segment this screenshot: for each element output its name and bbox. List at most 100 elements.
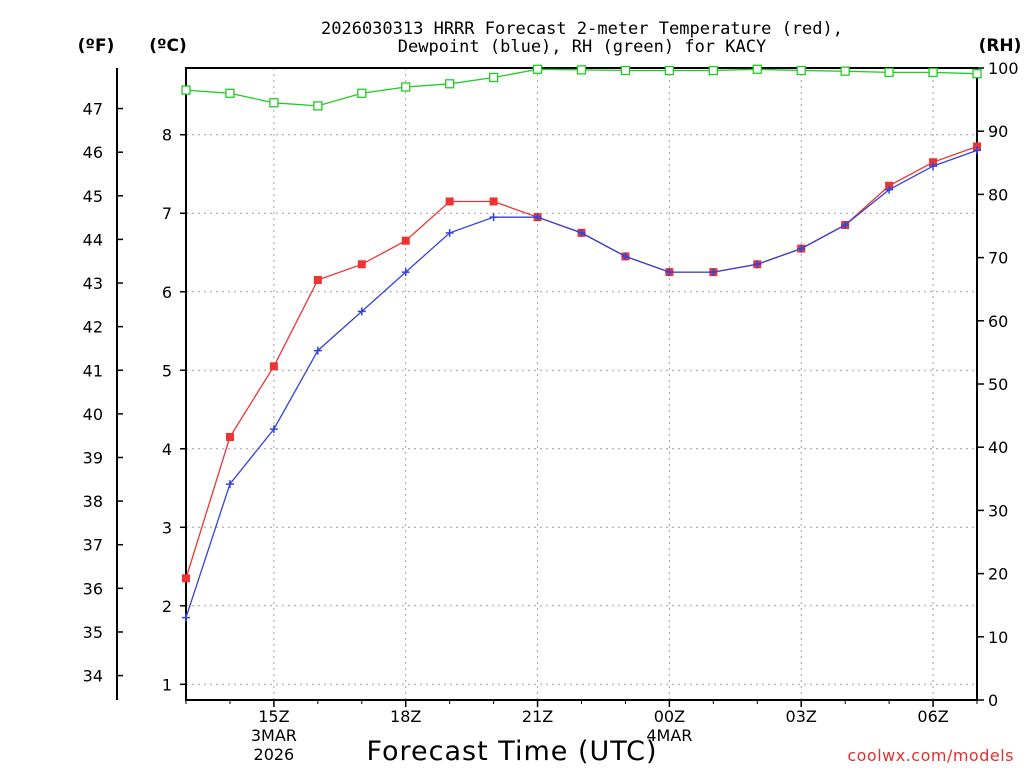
x-tick-label: 06Z [917, 707, 948, 726]
dewpoint-point [182, 613, 190, 622]
fahrenheit-tick-label: 41 [83, 361, 103, 380]
celsius-tick-label: 8 [162, 126, 172, 145]
rh-point [225, 88, 235, 98]
dewpoint-point [533, 213, 542, 222]
rh-tick-label: 80 [988, 185, 1008, 204]
fahrenheit-tick-label: 44 [83, 230, 103, 249]
temperature-point [489, 197, 498, 206]
fahrenheit-tick-label: 45 [83, 187, 103, 206]
rh-tick-label: 70 [988, 249, 1008, 268]
rh-tick-label: 40 [988, 438, 1008, 457]
fahrenheit-tick-label: 47 [83, 100, 103, 119]
rh-point [752, 64, 762, 74]
dewpoint-line [185, 149, 978, 618]
rh-point [664, 65, 675, 76]
fahrenheit-tick-label: 34 [83, 667, 103, 686]
rh-point [181, 85, 191, 95]
rh-point [401, 82, 411, 92]
rh-point [269, 98, 279, 108]
rh-tick-label: 60 [988, 312, 1008, 331]
celsius-tick-label: 7 [162, 204, 172, 223]
rh-point [708, 65, 718, 76]
x-tick-sublabel: 4MAR [646, 726, 692, 745]
x-tick-label: 15Z [258, 707, 289, 726]
celsius-unit-label: (ºC) [149, 36, 187, 56]
temperature-point [313, 275, 322, 284]
rh-point [796, 65, 806, 76]
temperature-point [182, 574, 190, 583]
dewpoint-point [753, 260, 762, 269]
dewpoint-point [885, 185, 894, 194]
rh-tick-label: 100 [988, 59, 1019, 78]
temperature-point [269, 362, 278, 371]
dewpoint-point [841, 221, 850, 230]
dewpoint-point [225, 480, 234, 489]
x-tick-label: 21Z [522, 707, 553, 726]
rh-tick-label: 0 [988, 691, 998, 710]
dewpoint-point [797, 244, 806, 253]
rh-point [620, 65, 631, 76]
chart-title: 2026030313 HRRR Forecast 2-meter Tempera… [321, 19, 843, 39]
temperature-point [225, 432, 234, 441]
rh-tick-label: 50 [988, 375, 1008, 394]
fahrenheit-tick-label: 42 [83, 318, 103, 337]
rh-tick-label: 90 [988, 122, 1008, 141]
x-tick-label: 03Z [786, 707, 817, 726]
fahrenheit-tick-label: 38 [83, 492, 103, 511]
temperature-point [445, 197, 454, 206]
dewpoint-point [929, 162, 938, 171]
rh-point [576, 65, 587, 75]
dewpoint-point [973, 146, 981, 155]
temperature-point [357, 260, 366, 269]
data-series [181, 64, 982, 622]
rh-tick-label: 20 [988, 565, 1008, 584]
fahrenheit-unit-label: (ºF) [78, 36, 115, 56]
chart-title-line2: Dewpoint (blue), RH (green) for KACY [398, 37, 766, 57]
x-tick-label: 18Z [390, 707, 421, 726]
credit-text[interactable]: coolwx.com/models [847, 746, 1014, 765]
x-axis-label: Forecast Time (UTC) [366, 736, 657, 767]
fahrenheit-tick-label: 35 [83, 623, 103, 642]
rh-point [532, 64, 543, 74]
dewpoint-point [489, 213, 498, 222]
fahrenheit-tick-label: 37 [83, 536, 103, 555]
fahrenheit-tick-label: 46 [83, 143, 103, 162]
rh-point [313, 101, 323, 111]
temperature-point [401, 236, 410, 245]
plot-frame [185, 67, 978, 701]
rh-point [840, 66, 850, 76]
fahrenheit-tick-label: 40 [83, 405, 103, 424]
dewpoint-point [269, 425, 278, 434]
rh-point [884, 67, 894, 78]
fahrenheit-tick-label: 39 [83, 448, 103, 467]
celsius-tick-label: 6 [162, 283, 172, 302]
temperature-line [185, 145, 978, 579]
celsius-tick-label: 2 [162, 597, 172, 616]
rh-line [185, 68, 978, 107]
celsius-tick-label: 4 [162, 440, 172, 459]
grid-lines [186, 68, 977, 700]
celsius-tick-label: 5 [162, 361, 172, 380]
dewpoint-point [445, 228, 454, 237]
rh-point [928, 67, 938, 78]
x-tick-sublabel: 3MAR [251, 726, 297, 745]
rh-point [972, 69, 982, 79]
x-tick-label: 00Z [654, 707, 685, 726]
fahrenheit-tick-label: 36 [83, 579, 103, 598]
fahrenheit-tick-label: 43 [83, 274, 103, 293]
dewpoint-point [665, 268, 674, 277]
rh-point [445, 79, 455, 89]
rh-point [488, 72, 499, 83]
dewpoint-point [621, 252, 630, 261]
dewpoint-point [401, 268, 410, 277]
rh-tick-label: 10 [988, 628, 1008, 647]
dewpoint-point [709, 268, 718, 277]
x-tick-sublabel: 2026 [254, 745, 295, 764]
rh-unit-label: (RH) [979, 36, 1022, 56]
dewpoint-point [577, 228, 586, 237]
celsius-tick-label: 3 [162, 518, 172, 537]
dewpoint-point [313, 346, 322, 355]
rh-point [357, 88, 367, 98]
